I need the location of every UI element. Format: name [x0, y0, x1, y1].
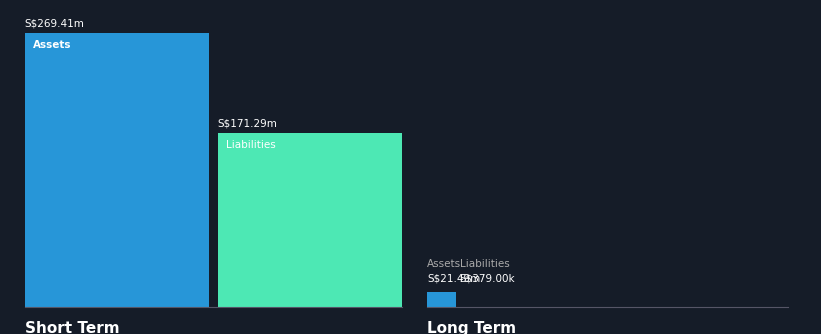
Text: S$21.49m: S$21.49m: [427, 274, 480, 284]
Text: Assets: Assets: [427, 259, 461, 269]
Text: Liabilities: Liabilities: [226, 140, 276, 150]
Bar: [218, 133, 402, 307]
Text: S$379.00k: S$379.00k: [460, 274, 516, 284]
Text: Assets: Assets: [33, 40, 71, 50]
Text: S$171.29m: S$171.29m: [218, 118, 277, 128]
Bar: [25, 33, 209, 307]
Bar: [427, 292, 456, 307]
Text: Short Term: Short Term: [25, 321, 119, 334]
Text: Long Term: Long Term: [427, 321, 516, 334]
Text: Liabilities: Liabilities: [460, 259, 510, 269]
Text: S$269.41m: S$269.41m: [25, 18, 85, 28]
